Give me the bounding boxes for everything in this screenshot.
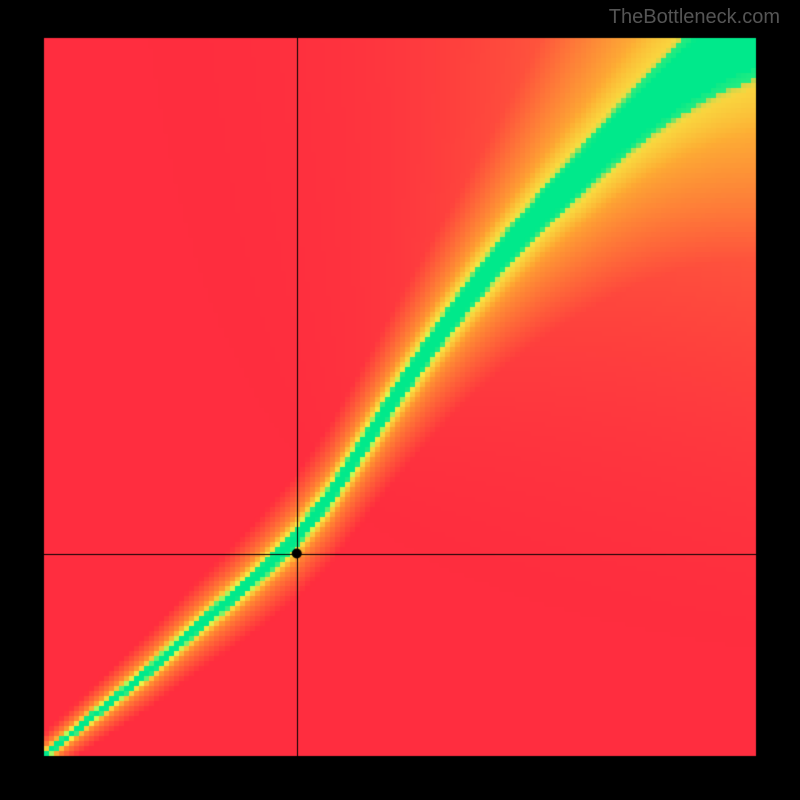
chart-container: TheBottleneck.com <box>0 0 800 800</box>
watermark-text: TheBottleneck.com <box>609 6 780 29</box>
heatmap-canvas <box>0 0 800 800</box>
